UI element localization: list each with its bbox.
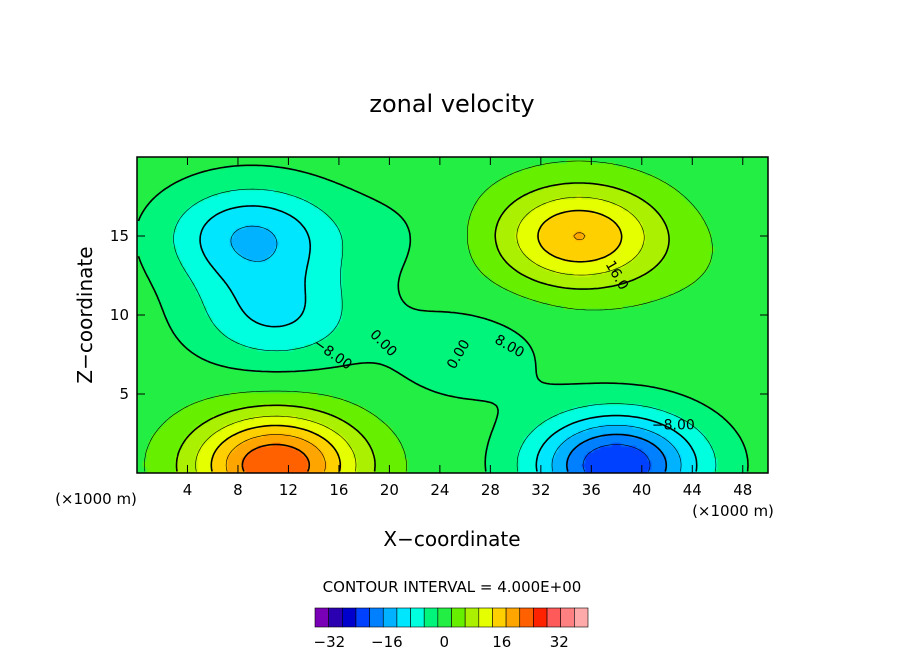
x-unit-left: (×1000 m) bbox=[55, 490, 137, 508]
contour-line bbox=[225, 232, 586, 472]
colorbar-swatch bbox=[560, 607, 575, 628]
colorbar-ticks: −32 −16 0 16 32 bbox=[314, 633, 569, 651]
y-tick-label: 10 bbox=[110, 306, 129, 324]
x-tick-label: 24 bbox=[430, 481, 449, 499]
y-axis-ticks: 5 10 15 bbox=[110, 227, 768, 403]
colorbar-swatch bbox=[314, 607, 329, 628]
contour-line bbox=[175, 182, 670, 472]
x-tick-label: 16 bbox=[329, 481, 348, 499]
colorbar-swatch bbox=[355, 607, 370, 628]
colorbar-swatch bbox=[423, 607, 439, 628]
colorbar-swatch bbox=[382, 607, 398, 628]
y-tick-label: 15 bbox=[110, 227, 129, 245]
x-tick-label: 28 bbox=[481, 481, 500, 499]
chart-title: zonal velocity bbox=[369, 90, 534, 118]
contour-line bbox=[173, 188, 717, 472]
colorbar-tick-label: 32 bbox=[550, 633, 569, 651]
contour-line bbox=[199, 205, 698, 472]
colorbar-swatch bbox=[369, 607, 384, 628]
colorbar-swatch bbox=[451, 607, 466, 628]
contour-line bbox=[241, 443, 311, 472]
y-axis-label: Z−coordinate bbox=[73, 246, 97, 383]
x-unit-right: (×1000 m) bbox=[692, 502, 774, 520]
x-tick-label: 20 bbox=[380, 481, 399, 499]
colorbar-swatch bbox=[492, 607, 507, 628]
colorbar-swatch bbox=[464, 607, 480, 628]
y-tick-label: 5 bbox=[119, 385, 129, 403]
colorbar-swatch bbox=[478, 607, 493, 628]
contour-line bbox=[144, 160, 713, 472]
x-tick-label: 4 bbox=[183, 481, 193, 499]
colorbar-swatch bbox=[574, 607, 589, 628]
contour-line bbox=[137, 164, 749, 472]
colorbar bbox=[314, 607, 589, 628]
contour-lines bbox=[137, 160, 749, 472]
x-tick-label: 44 bbox=[683, 481, 702, 499]
colorbar-swatch bbox=[437, 607, 452, 628]
contour-line bbox=[582, 444, 651, 472]
contour-label: −8.00 bbox=[652, 418, 695, 434]
colorbar-tick-label: −16 bbox=[371, 633, 403, 651]
contour-line bbox=[230, 225, 682, 472]
x-tick-label: 36 bbox=[582, 481, 601, 499]
contour-line bbox=[566, 433, 668, 472]
colorbar-swatch bbox=[533, 607, 548, 628]
x-tick-label: 40 bbox=[632, 481, 651, 499]
contour-line bbox=[195, 196, 645, 472]
colorbar-swatch bbox=[410, 607, 425, 628]
x-tick-label: 12 bbox=[279, 481, 298, 499]
contour-interval: CONTOUR INTERVAL = 4.000E+00 bbox=[323, 578, 582, 596]
colorbar-tick-label: 0 bbox=[440, 633, 450, 651]
contour-line bbox=[210, 209, 623, 472]
x-tick-label: 48 bbox=[733, 481, 752, 499]
x-tick-label: 8 bbox=[233, 481, 243, 499]
colorbar-tick-label: −32 bbox=[314, 633, 346, 651]
colorbar-swatch bbox=[396, 607, 411, 628]
colorbar-swatch bbox=[328, 607, 343, 628]
x-axis-label: X−coordinate bbox=[383, 527, 520, 551]
colorbar-swatch bbox=[505, 607, 521, 628]
x-tick-label: 32 bbox=[531, 481, 550, 499]
colorbar-tick-label: 16 bbox=[492, 633, 511, 651]
colorbar-swatch bbox=[546, 607, 561, 628]
x-axis-ticks: 4 8 12 16 20 24 28 32 36 40 44 48 bbox=[183, 157, 752, 499]
colorbar-swatch bbox=[519, 607, 534, 628]
colorbar-swatch bbox=[341, 607, 357, 628]
